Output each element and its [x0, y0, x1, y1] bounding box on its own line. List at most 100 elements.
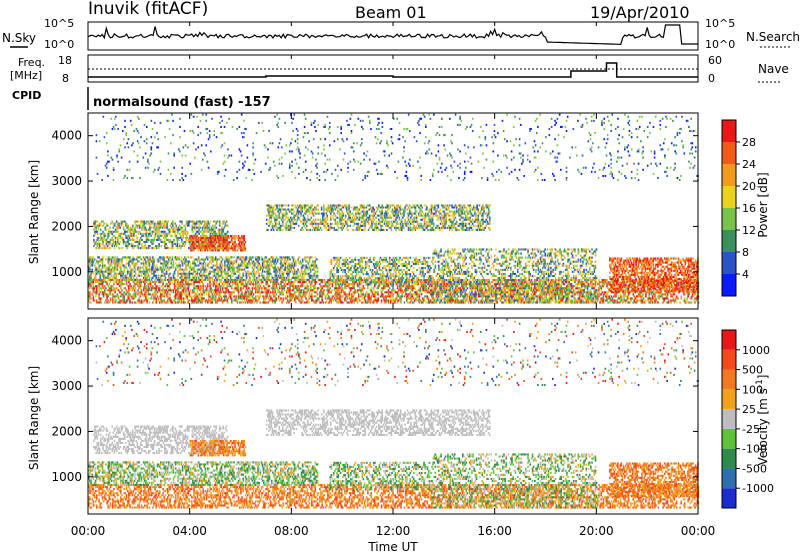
heatmap-cell	[349, 293, 351, 295]
heatmap-cell	[260, 293, 262, 295]
heatmap-cell	[129, 258, 131, 260]
heatmap-cell	[226, 265, 228, 267]
heatmap-cell	[663, 299, 665, 301]
heatmap-cell	[526, 281, 528, 283]
heatmap-cell	[188, 287, 190, 289]
heatmap-cell	[202, 285, 204, 287]
heatmap-cell	[238, 256, 240, 258]
heatmap-cell	[213, 285, 215, 287]
heatmap-cell	[392, 297, 394, 299]
heatmap-cell	[345, 287, 347, 289]
heatmap-cell	[562, 299, 564, 301]
heatmap-cell	[330, 291, 332, 293]
heatmap-cell	[288, 275, 290, 277]
heatmap-cell	[686, 297, 688, 299]
heatmap-cell	[129, 299, 131, 301]
heatmap-cell	[188, 256, 190, 258]
heatmap-cell	[126, 281, 128, 283]
heatmap-cell	[104, 275, 106, 277]
heatmap-cell	[306, 283, 308, 285]
heatmap-cell	[146, 299, 148, 301]
heatmap-cell	[354, 289, 356, 291]
heatmap-cell	[153, 273, 155, 275]
heatmap-cell	[309, 258, 311, 260]
heatmap-cell	[261, 279, 263, 281]
heatmap-cell	[168, 260, 170, 262]
heatmap-cell	[413, 285, 415, 287]
heatmap-cell	[230, 271, 232, 273]
heatmap-cell	[670, 293, 672, 295]
heatmap-cell	[415, 299, 417, 301]
heatmap-cell	[286, 297, 288, 299]
heatmap-cell	[167, 293, 169, 295]
heatmap-cell	[95, 229, 97, 231]
heatmap-cell	[245, 281, 247, 283]
heatmap-cell	[457, 295, 459, 297]
heatmap-cell	[174, 299, 176, 301]
heatmap-cell	[279, 271, 281, 273]
heatmap-cell	[177, 271, 179, 273]
heatmap-cell	[371, 297, 373, 299]
heatmap-cell	[182, 265, 184, 267]
heatmap-cell	[361, 297, 363, 299]
heatmap-cell	[210, 262, 212, 264]
heatmap-cell	[234, 273, 236, 275]
heatmap-cell	[388, 302, 390, 304]
heatmap-cell	[335, 285, 337, 287]
heatmap-cell	[507, 283, 509, 285]
heatmap-cell	[99, 273, 101, 275]
heatmap-cell	[348, 285, 350, 287]
heatmap-cell	[531, 285, 533, 287]
heatmap-cell	[152, 285, 154, 287]
heatmap-cell	[154, 295, 156, 297]
heatmap-cell	[215, 256, 217, 258]
heatmap-cell	[412, 295, 414, 297]
heatmap-cell	[198, 265, 200, 267]
heatmap-cell	[296, 287, 298, 289]
heatmap-cell	[165, 279, 167, 281]
heatmap-cell	[95, 279, 97, 281]
heatmap-cell	[319, 283, 321, 285]
heatmap-cell	[244, 269, 246, 271]
heatmap-cell	[367, 285, 369, 287]
heatmap-cell	[103, 281, 105, 283]
heatmap-cell	[675, 299, 677, 301]
heatmap-cell	[456, 285, 458, 287]
heatmap-cell	[336, 291, 338, 293]
heatmap-cell	[257, 269, 259, 271]
heatmap-cell	[167, 273, 169, 275]
heatmap-cell	[151, 295, 153, 297]
heatmap-cell	[381, 302, 383, 304]
heatmap-cell	[335, 299, 337, 301]
heatmap-cell	[110, 297, 112, 299]
heatmap-cell	[316, 291, 318, 293]
heatmap-cell	[96, 299, 98, 301]
heatmap-cell	[611, 295, 613, 297]
heatmap-cell	[162, 265, 164, 267]
heatmap-cell	[372, 291, 374, 293]
heatmap-cell	[128, 295, 130, 297]
heatmap-cell	[676, 302, 678, 304]
heatmap-cell	[181, 256, 183, 258]
heatmap-cell	[216, 293, 218, 295]
heatmap-cell	[97, 262, 99, 264]
heatmap-cell	[308, 262, 310, 264]
heatmap-cell	[162, 287, 164, 289]
heatmap-cell	[188, 265, 190, 267]
noise-sky-label: N.Sky	[2, 31, 36, 45]
heatmap-cell	[308, 289, 310, 291]
heatmap-cell	[310, 269, 312, 271]
heatmap-cell	[395, 289, 397, 291]
heatmap-cell	[216, 269, 218, 271]
heatmap-cell	[242, 281, 244, 283]
heatmap-cell	[610, 297, 612, 299]
heatmap-cell	[193, 267, 195, 269]
heatmap-cell	[404, 302, 406, 304]
heatmap-cell	[269, 267, 271, 269]
heatmap-cell	[114, 256, 116, 258]
heatmap-cell	[127, 273, 129, 275]
heatmap-cell	[365, 299, 367, 301]
heatmap-cell	[523, 299, 525, 301]
heatmap-cell	[153, 262, 155, 264]
heatmap-cell	[655, 297, 657, 299]
